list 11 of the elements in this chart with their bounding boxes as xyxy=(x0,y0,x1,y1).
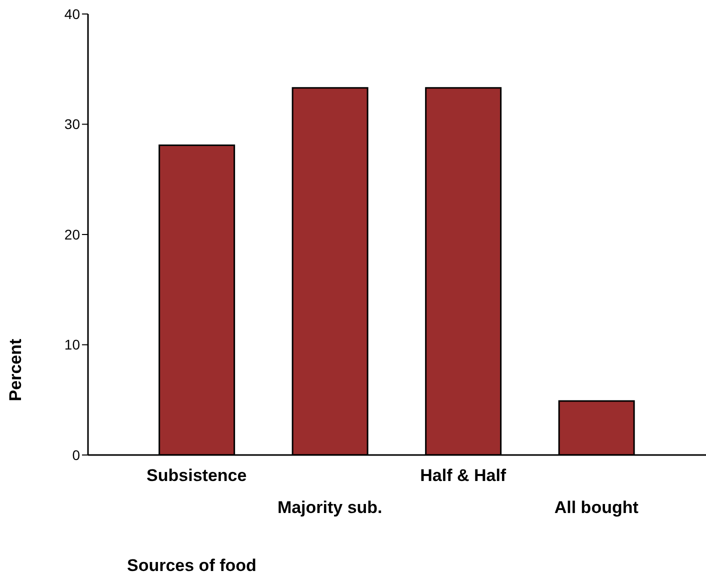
x-tick-label: Majority sub. xyxy=(277,498,382,517)
x-tick-label: Half & Half xyxy=(420,466,506,485)
y-tick-label: 0 xyxy=(72,446,80,463)
y-tick-label: 20 xyxy=(64,226,80,242)
y-axis-title: Percent xyxy=(6,338,26,402)
x-axis-title: Sources of food xyxy=(127,556,256,576)
y-tick-label: 10 xyxy=(64,336,80,353)
y-tick-label: 30 xyxy=(64,116,80,132)
x-tick-label: All bought xyxy=(554,498,639,517)
y-tick-label: 40 xyxy=(64,6,80,22)
x-tick-label: Subsistence xyxy=(146,466,247,485)
